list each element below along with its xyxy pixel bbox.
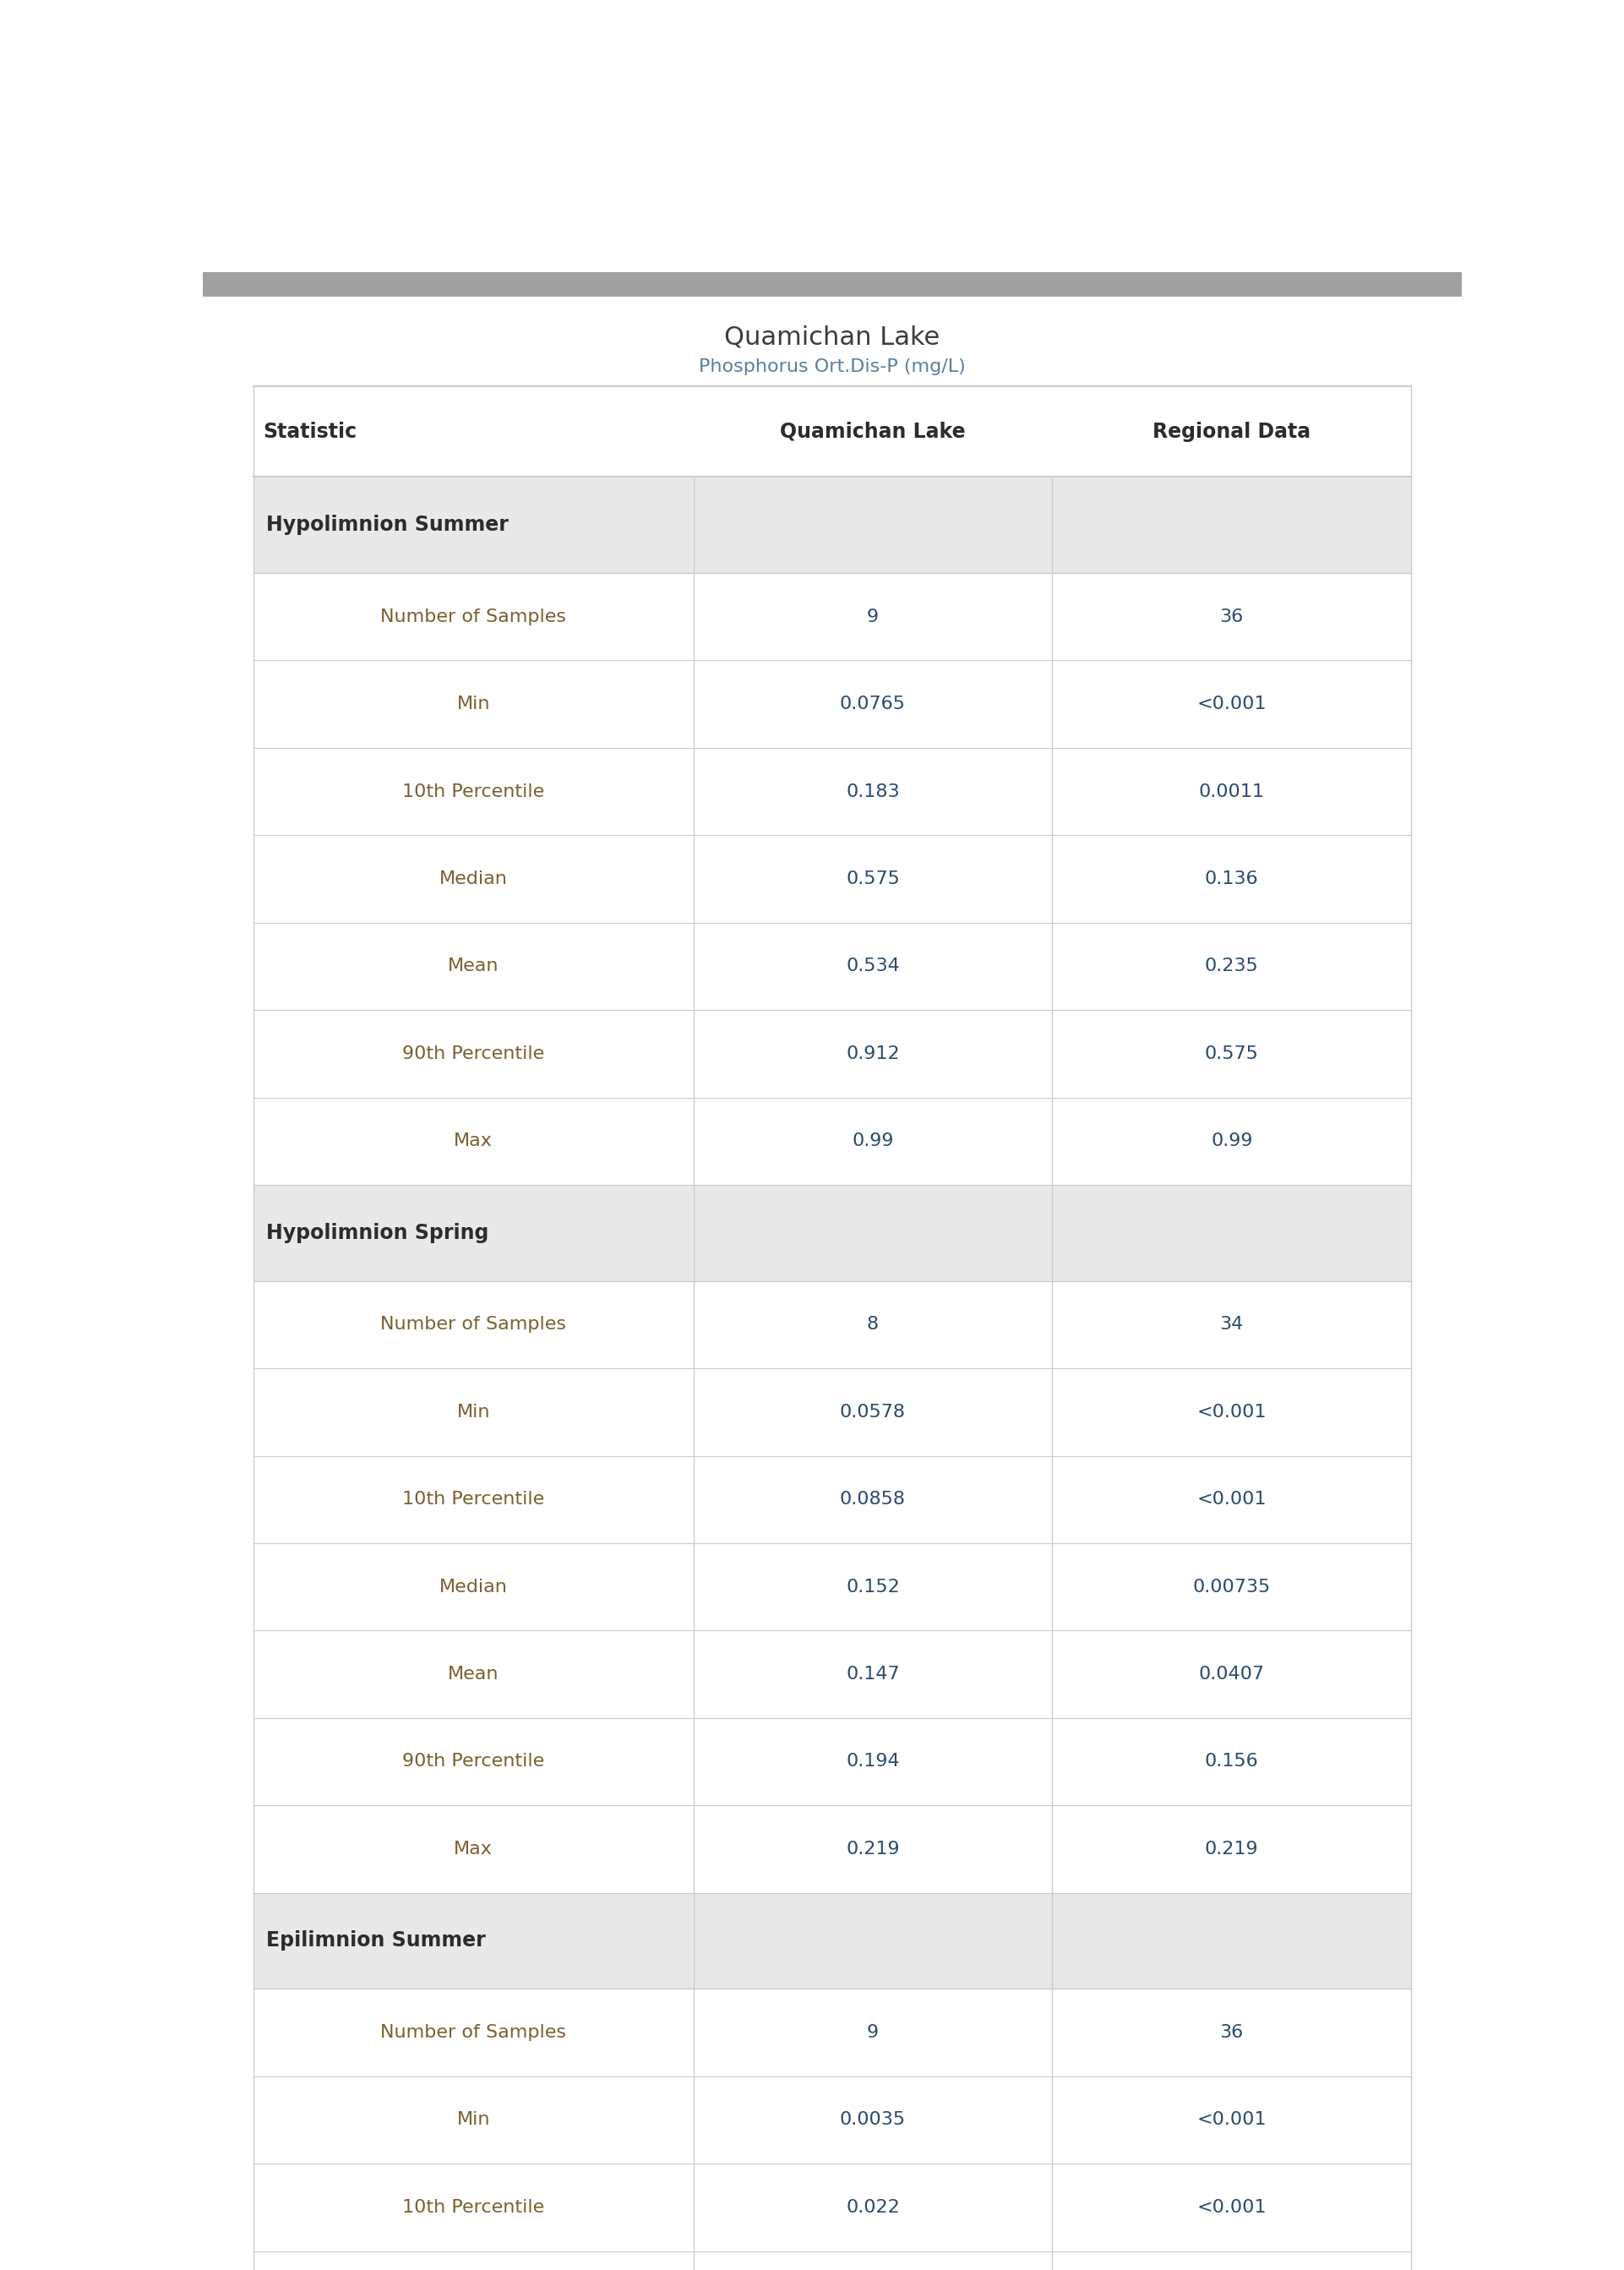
Text: 0.147: 0.147 bbox=[846, 1666, 900, 1682]
Bar bbox=[253, 1544, 1411, 1630]
Text: 9: 9 bbox=[867, 2025, 879, 2041]
Text: 90th Percentile: 90th Percentile bbox=[403, 1044, 544, 1062]
Text: 0.575: 0.575 bbox=[846, 869, 900, 888]
Text: Phosphorus Ort.Dis-P (mg/L): Phosphorus Ort.Dis-P (mg/L) bbox=[698, 359, 966, 375]
Text: Quamichan Lake: Quamichan Lake bbox=[780, 422, 966, 443]
Text: 0.219: 0.219 bbox=[1205, 1841, 1259, 1857]
Text: Number of Samples: Number of Samples bbox=[380, 608, 567, 624]
Text: 0.152: 0.152 bbox=[846, 1578, 900, 1596]
Bar bbox=[253, 1010, 1411, 1096]
Text: Min: Min bbox=[456, 695, 490, 713]
Text: Mean: Mean bbox=[448, 958, 499, 974]
Bar bbox=[253, 1369, 1411, 1455]
Text: Mean: Mean bbox=[448, 1666, 499, 1682]
Text: Quamichan Lake: Quamichan Lake bbox=[724, 325, 940, 350]
Text: <0.001: <0.001 bbox=[1197, 695, 1267, 713]
Bar bbox=[253, 1096, 1411, 1185]
Bar bbox=[253, 386, 1411, 477]
Text: 34: 34 bbox=[1220, 1317, 1244, 1332]
Text: Median: Median bbox=[438, 869, 508, 888]
Text: 9: 9 bbox=[867, 608, 879, 624]
Text: 0.99: 0.99 bbox=[1212, 1133, 1252, 1149]
Text: 0.912: 0.912 bbox=[846, 1044, 900, 1062]
Text: Hypolimnion Spring: Hypolimnion Spring bbox=[266, 1224, 489, 1244]
Bar bbox=[253, 2252, 1411, 2270]
Bar bbox=[203, 272, 1462, 297]
Text: 0.00735: 0.00735 bbox=[1192, 1578, 1270, 1596]
Text: 8: 8 bbox=[867, 1317, 879, 1332]
Text: Epilimnion Summer: Epilimnion Summer bbox=[266, 1930, 486, 1950]
Bar bbox=[253, 922, 1411, 1010]
Text: <0.001: <0.001 bbox=[1197, 2200, 1267, 2216]
Text: Regional Data: Regional Data bbox=[1153, 422, 1311, 443]
Bar bbox=[253, 661, 1411, 747]
Bar bbox=[253, 835, 1411, 922]
Text: <0.001: <0.001 bbox=[1197, 1403, 1267, 1421]
Text: 0.183: 0.183 bbox=[846, 783, 900, 799]
Text: 0.0407: 0.0407 bbox=[1199, 1666, 1265, 1682]
Bar bbox=[253, 2163, 1411, 2252]
Bar bbox=[253, 747, 1411, 835]
Text: 36: 36 bbox=[1220, 608, 1244, 624]
Bar bbox=[253, 2077, 1411, 2163]
Text: Hypolimnion Summer: Hypolimnion Summer bbox=[266, 515, 508, 536]
Text: 0.0578: 0.0578 bbox=[840, 1403, 906, 1421]
Text: Number of Samples: Number of Samples bbox=[380, 1317, 567, 1332]
Text: 10th Percentile: 10th Percentile bbox=[403, 2200, 544, 2216]
Text: Statistic: Statistic bbox=[263, 422, 357, 443]
Bar bbox=[253, 1455, 1411, 1544]
Text: <0.001: <0.001 bbox=[1197, 2111, 1267, 2129]
Text: 0.0858: 0.0858 bbox=[840, 1491, 906, 1507]
Bar bbox=[253, 477, 1411, 572]
Text: Median: Median bbox=[438, 1578, 508, 1596]
Text: 0.219: 0.219 bbox=[846, 1841, 900, 1857]
Text: 0.235: 0.235 bbox=[1205, 958, 1259, 974]
Bar bbox=[253, 1185, 1411, 1280]
Text: 0.534: 0.534 bbox=[846, 958, 900, 974]
Bar bbox=[253, 1805, 1411, 1893]
Bar bbox=[253, 572, 1411, 661]
Text: Number of Samples: Number of Samples bbox=[380, 2025, 567, 2041]
Text: <0.001: <0.001 bbox=[1197, 1491, 1267, 1507]
Text: 0.136: 0.136 bbox=[1205, 869, 1259, 888]
Text: 0.99: 0.99 bbox=[853, 1133, 893, 1149]
Text: 0.0765: 0.0765 bbox=[840, 695, 906, 713]
Text: 36: 36 bbox=[1220, 2025, 1244, 2041]
Bar bbox=[253, 1989, 1411, 2077]
Text: 10th Percentile: 10th Percentile bbox=[403, 783, 544, 799]
Bar bbox=[253, 1718, 1411, 1805]
Text: 0.575: 0.575 bbox=[1205, 1044, 1259, 1062]
Bar bbox=[253, 1893, 1411, 1989]
Text: 10th Percentile: 10th Percentile bbox=[403, 1491, 544, 1507]
Bar bbox=[253, 1630, 1411, 1718]
Text: 90th Percentile: 90th Percentile bbox=[403, 1752, 544, 1771]
Text: 0.0035: 0.0035 bbox=[840, 2111, 906, 2129]
Text: 0.022: 0.022 bbox=[846, 2200, 900, 2216]
Text: 0.194: 0.194 bbox=[846, 1752, 900, 1771]
Text: Min: Min bbox=[456, 1403, 490, 1421]
Text: Max: Max bbox=[455, 1133, 492, 1149]
Text: Max: Max bbox=[455, 1841, 492, 1857]
Bar bbox=[253, 1280, 1411, 1369]
Text: 0.156: 0.156 bbox=[1205, 1752, 1259, 1771]
Text: 0.0011: 0.0011 bbox=[1199, 783, 1265, 799]
Text: Min: Min bbox=[456, 2111, 490, 2129]
